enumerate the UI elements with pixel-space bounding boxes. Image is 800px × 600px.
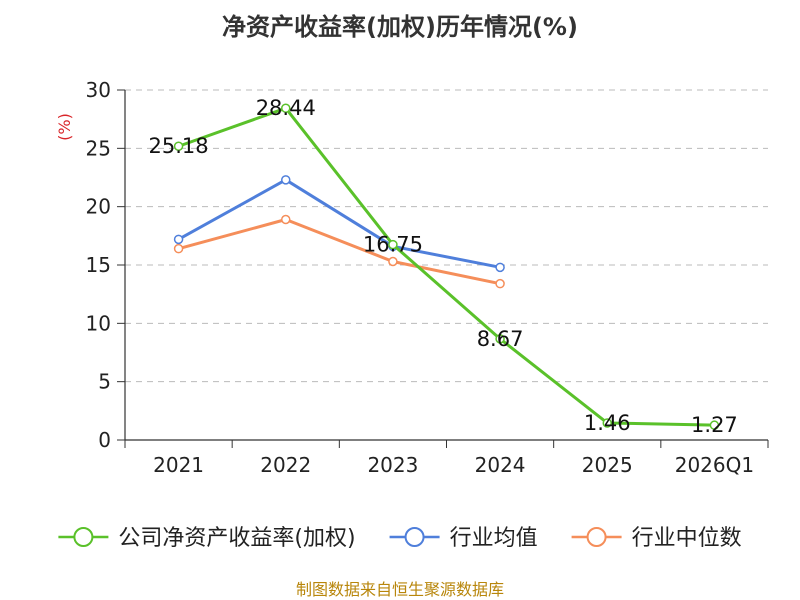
data-label: 1.27 — [691, 413, 738, 437]
data-point — [281, 175, 291, 185]
y-tick-label: 10 — [86, 311, 111, 335]
data-label: 28.44 — [256, 96, 316, 120]
legend[interactable]: 公司净资产收益率(加权) 行业均值 行业中位数 — [58, 526, 742, 551]
y-tick-label: 5 — [98, 370, 111, 394]
x-tick-label: 2021 — [153, 453, 204, 477]
legend-swatch-marker — [404, 527, 425, 547]
data-point — [495, 262, 505, 273]
series-line — [178, 218, 501, 286]
data-point — [173, 234, 184, 245]
data-point — [388, 256, 398, 267]
x-tick-label: 2023 — [367, 453, 418, 477]
data-point — [495, 278, 505, 289]
data-point — [173, 243, 184, 254]
data-point — [281, 214, 291, 225]
data-label: 1.46 — [584, 411, 631, 435]
legend-swatch-marker — [586, 527, 607, 547]
x-tick-label: 2024 — [475, 453, 526, 477]
data-point — [388, 239, 398, 250]
data-label: 8.67 — [477, 327, 524, 351]
x-tick-label: 2022 — [260, 453, 311, 477]
source-footer: 制图数据来自恒生聚源数据库 — [296, 580, 504, 599]
y-tick-label: 15 — [86, 253, 111, 277]
legend-item[interactable]: 行业均值 — [389, 526, 538, 551]
legend-label: 行业中位数 — [632, 526, 742, 551]
data-label: 16.75 — [363, 233, 423, 257]
legend-label: 行业均值 — [450, 526, 538, 551]
data-point — [281, 103, 291, 113]
x-tick-label: 2025 — [582, 453, 633, 477]
series-line — [177, 178, 501, 269]
series-lines — [173, 103, 720, 430]
y-tick-label: 20 — [86, 195, 111, 219]
data-point — [173, 141, 184, 151]
legend-label: 公司净资产收益率(加权) — [118, 526, 355, 551]
data-label: 25.18 — [149, 134, 209, 158]
x-tick-label: 2026Q1 — [675, 453, 754, 477]
y-tick-label: 30 — [86, 78, 111, 102]
y-axis-label: (%) — [55, 113, 74, 141]
data-point — [709, 420, 720, 430]
data-point — [602, 418, 612, 428]
chart-title: 净资产收益率(加权)历年情况(%) — [222, 13, 578, 41]
data-point — [495, 334, 505, 344]
series-line — [178, 106, 715, 427]
y-tick-label: 25 — [86, 136, 111, 160]
grid-lines — [125, 89, 768, 383]
data-labels: 25.18 28.44 16.75 8.67 1.46 1.27 — [149, 96, 738, 437]
legend-item[interactable]: 公司净资产收益率(加权) — [58, 526, 356, 551]
legend-item[interactable]: 行业中位数 — [571, 526, 742, 551]
y-tick-label: 0 — [98, 428, 111, 452]
legend-swatch-marker — [73, 527, 94, 547]
